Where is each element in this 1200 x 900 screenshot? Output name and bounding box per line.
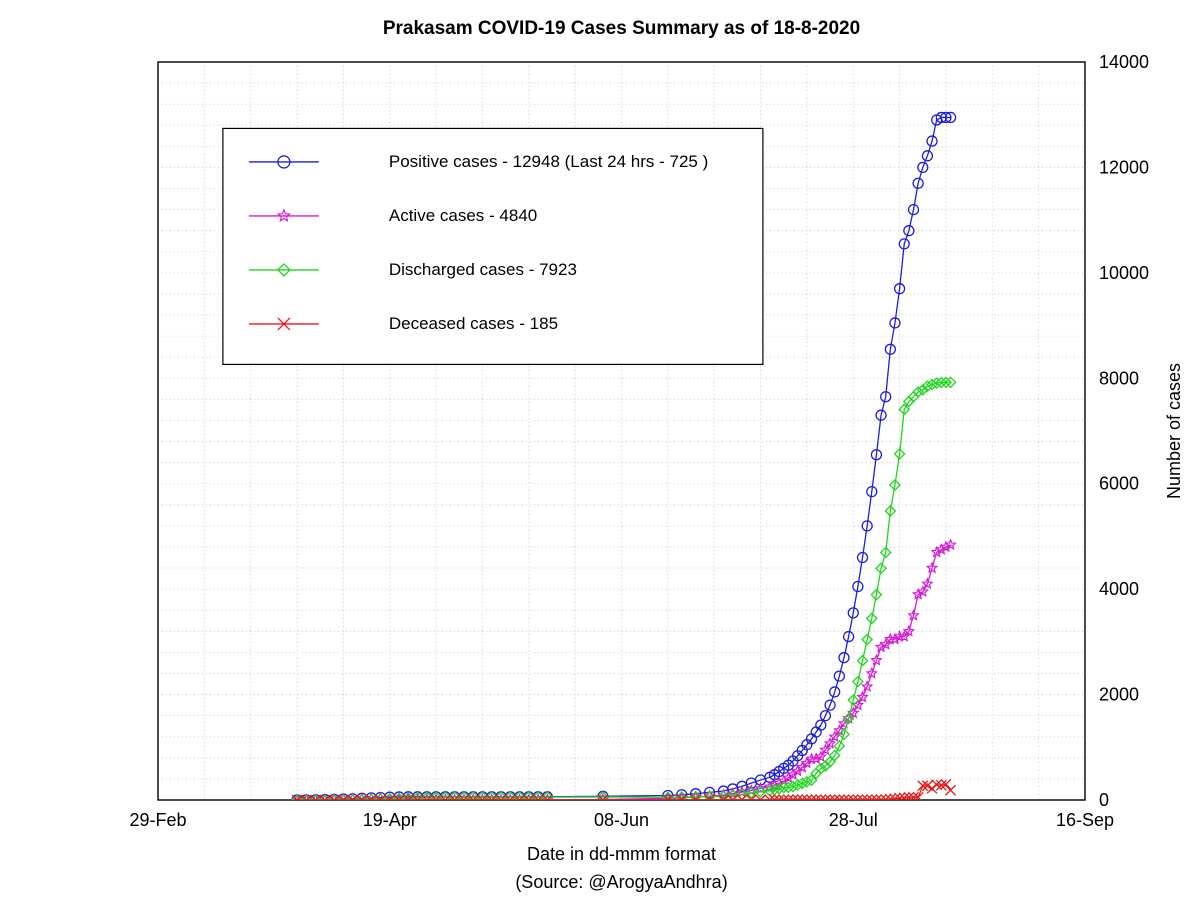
- legend: Positive cases - 12948 (Last 24 hrs - 72…: [223, 128, 763, 364]
- legend-label-active: Active cases - 4840: [389, 206, 537, 225]
- x-tick-label: 19-Apr: [363, 810, 417, 830]
- legend-label-positive: Positive cases - 12948 (Last 24 hrs - 72…: [389, 152, 708, 171]
- y-tick-label: 0: [1099, 790, 1109, 810]
- y-tick-label: 10000: [1099, 263, 1149, 283]
- y-axis-label: Number of cases: [1164, 363, 1184, 499]
- chart-svg: Prakasam COVID-19 Cases Summary as of 18…: [0, 0, 1200, 900]
- x-tick-label: 16-Sep: [1056, 810, 1114, 830]
- chart-container: Prakasam COVID-19 Cases Summary as of 18…: [0, 0, 1200, 900]
- y-tick-label: 6000: [1099, 474, 1139, 494]
- x-tick-label: 29-Feb: [129, 810, 186, 830]
- y-tick-label: 8000: [1099, 368, 1139, 388]
- x-tick-label: 28-Jul: [829, 810, 878, 830]
- x-tick-label: 08-Jun: [594, 810, 649, 830]
- y-tick-label: 4000: [1099, 579, 1139, 599]
- legend-label-discharged: Discharged cases - 7923: [389, 260, 577, 279]
- legend-label-deceased: Deceased cases - 185: [389, 314, 558, 333]
- source-line: (Source: @ArogyaAndhra): [515, 872, 727, 892]
- y-tick-label: 12000: [1099, 157, 1149, 177]
- y-tick-label: 14000: [1099, 52, 1149, 72]
- chart-title: Prakasam COVID-19 Cases Summary as of 18…: [383, 18, 860, 39]
- y-tick-label: 2000: [1099, 685, 1139, 705]
- series-active: [292, 540, 955, 804]
- x-axis-label: Date in dd-mmm format: [527, 844, 716, 864]
